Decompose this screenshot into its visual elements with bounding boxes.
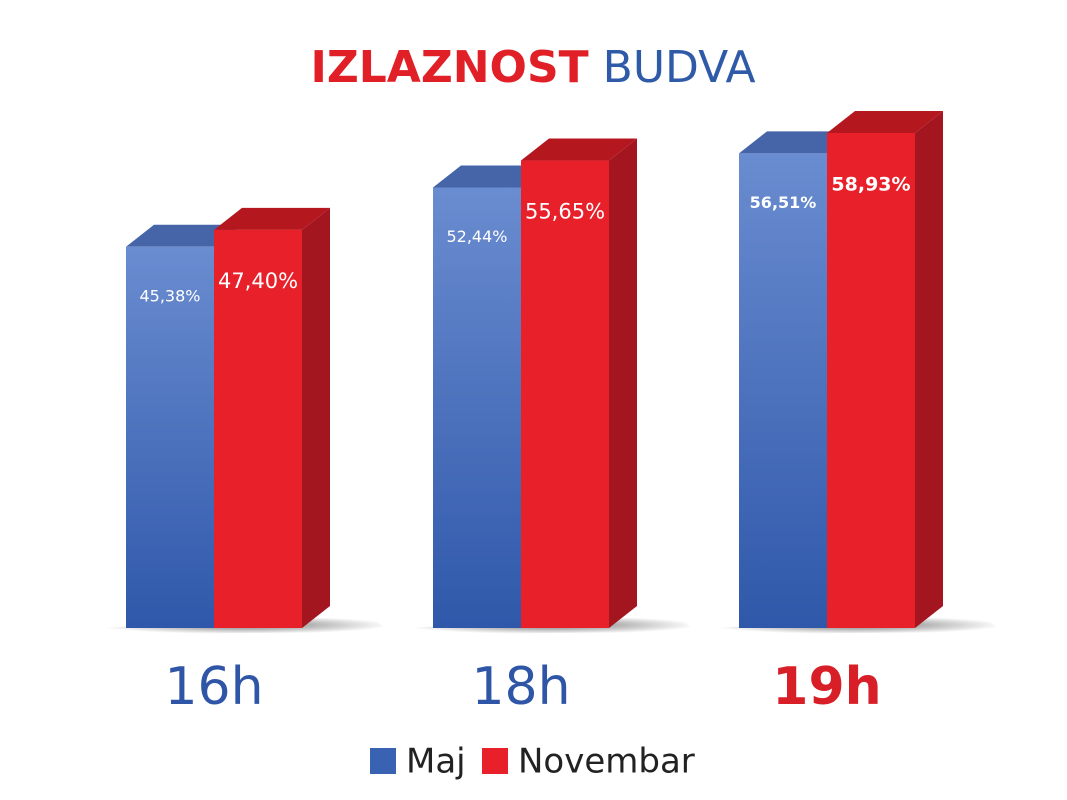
bar xyxy=(827,110,943,629)
bar-top xyxy=(827,110,943,133)
bar xyxy=(214,207,330,628)
legend-swatch xyxy=(370,748,396,774)
value-label: 58,93% xyxy=(831,173,910,195)
bar xyxy=(126,224,242,629)
title-part: BUDVA xyxy=(603,42,756,93)
bar xyxy=(521,138,637,629)
bar-front xyxy=(214,229,302,628)
title-part: IZLAZNOST xyxy=(310,42,588,93)
legend-label: Novembar xyxy=(518,742,695,782)
bar xyxy=(433,165,549,628)
bar-top xyxy=(739,131,855,154)
x-tick-label: 18h xyxy=(471,657,570,717)
value-label: 45,38% xyxy=(139,286,200,305)
value-label: 56,51% xyxy=(750,193,817,212)
x-tick-label: 16h xyxy=(164,657,263,717)
bar-top xyxy=(433,165,549,188)
bar-front xyxy=(521,160,609,629)
bar-top xyxy=(214,207,330,230)
bar-side xyxy=(915,110,943,629)
bar xyxy=(739,131,855,629)
value-label: 55,65% xyxy=(525,200,605,224)
bar-top xyxy=(521,138,637,161)
chart-title: IZLAZNOST BUDVA xyxy=(310,42,755,93)
legend-label: Maj xyxy=(406,742,466,782)
bar-side xyxy=(302,207,330,628)
bar-front xyxy=(739,153,827,629)
x-tick-label: 19h xyxy=(772,657,881,717)
value-label: 52,44% xyxy=(446,227,507,246)
value-label: 47,40% xyxy=(218,269,298,293)
bar-front xyxy=(433,187,521,628)
bar-side xyxy=(609,138,637,629)
bar-front xyxy=(126,246,214,629)
bar-front xyxy=(827,132,915,628)
legend-swatch xyxy=(482,748,508,774)
bar-top xyxy=(126,224,242,247)
